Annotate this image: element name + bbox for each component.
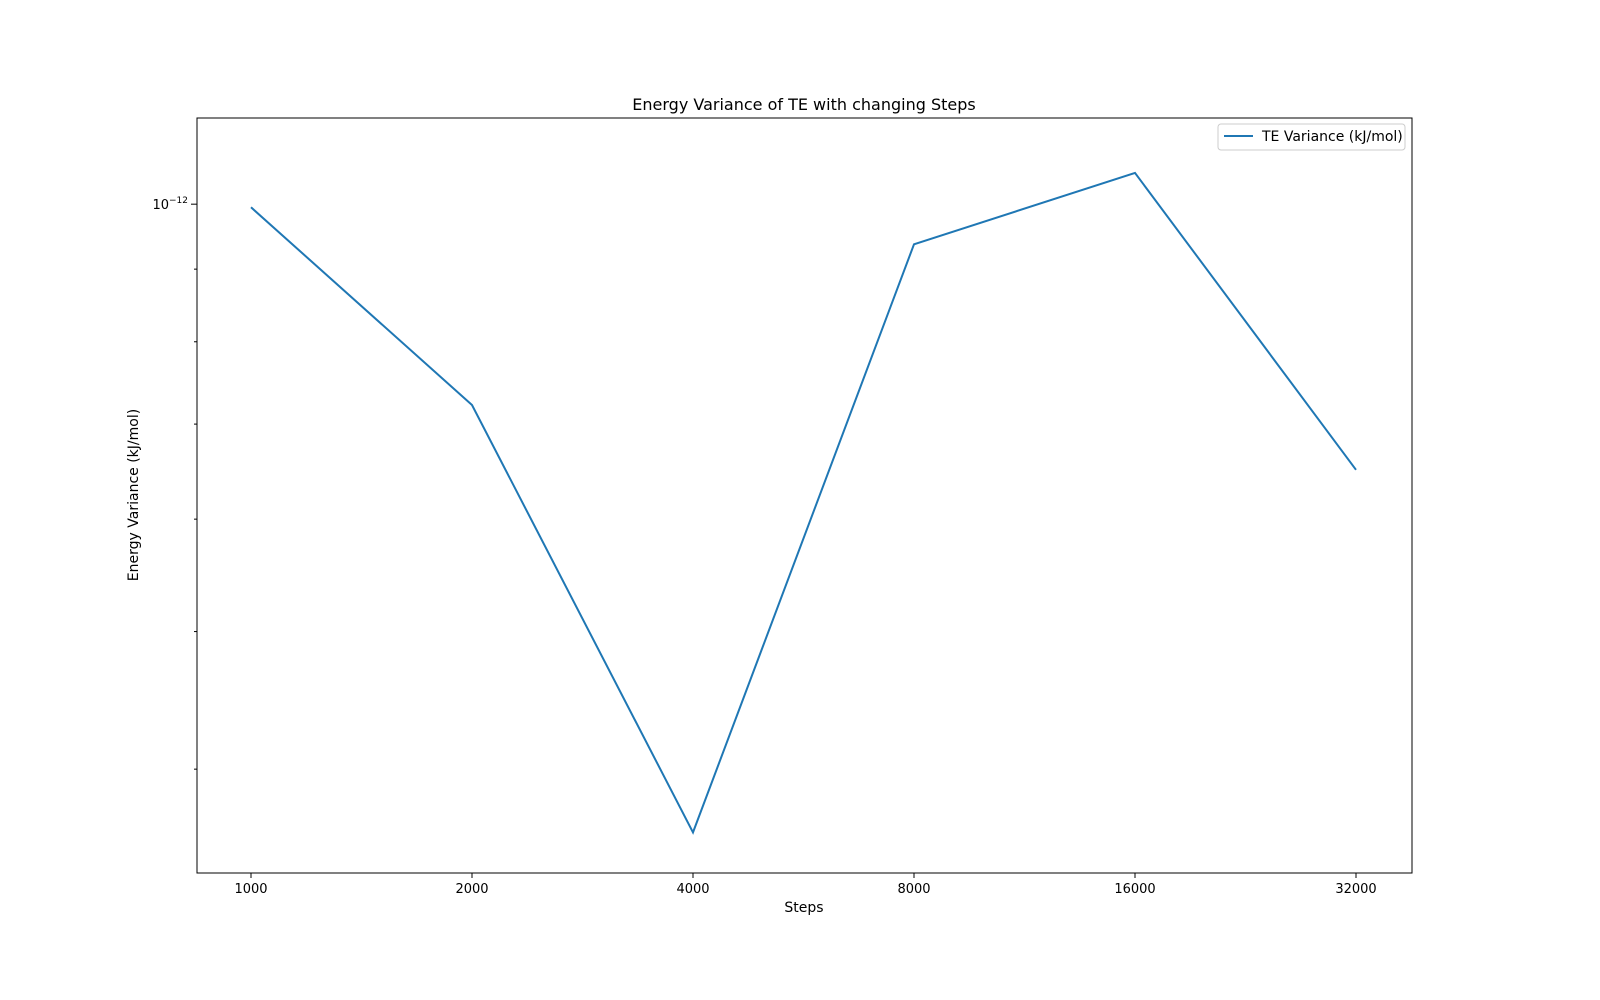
plot-area: 1000 2000 4000 8000 16000 32000 10−12 — [152, 117, 1413, 897]
series-line — [250, 171, 1357, 835]
y-axis: 10−12 — [152, 196, 197, 770]
x-tick-label: 16000 — [1114, 882, 1155, 897]
series-layer — [250, 171, 1357, 835]
x-axis: 1000 2000 4000 8000 16000 32000 — [234, 873, 1377, 897]
x-axis-label: Steps — [784, 900, 823, 916]
x-tick-label: 32000 — [1335, 882, 1376, 897]
x-tick-label: 8000 — [897, 882, 930, 897]
plot-frame — [196, 117, 1413, 874]
x-tick-label: 2000 — [455, 882, 488, 897]
y-axis-label: Energy Variance (kJ/mol) — [126, 409, 142, 581]
legend: TE Variance (kJ/mol) — [1217, 123, 1406, 151]
legend-label: TE Variance (kJ/mol) — [1261, 129, 1403, 145]
x-tick-label: 1000 — [234, 882, 267, 897]
legend-box — [1217, 123, 1406, 151]
x-tick-label: 4000 — [676, 882, 709, 897]
chart-title: Energy Variance of TE with changing Step… — [632, 95, 975, 114]
y-tick-label: 10−12 — [152, 196, 188, 213]
